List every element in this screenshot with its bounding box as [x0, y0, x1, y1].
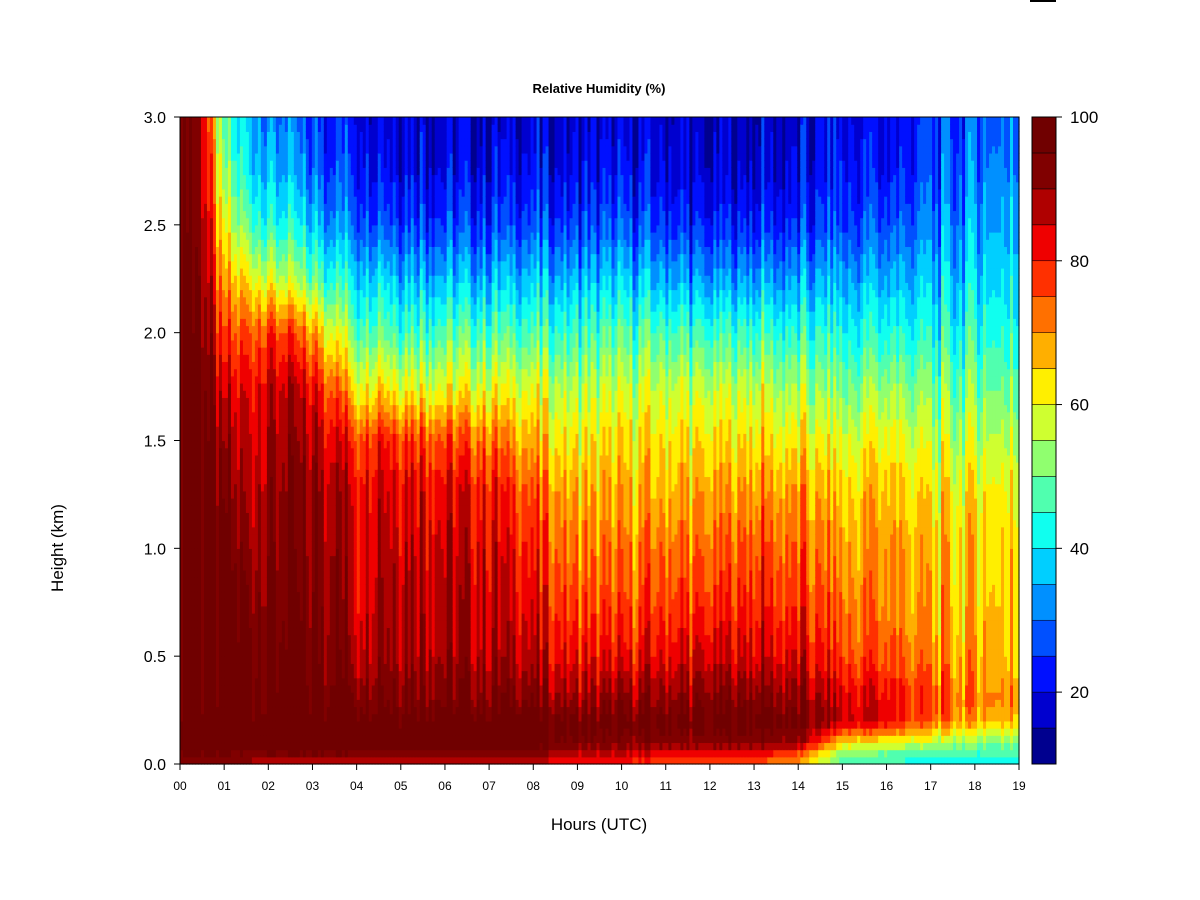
heatmap-area	[180, 117, 1020, 765]
chart-title: Relative Humidity (%)	[533, 81, 666, 96]
